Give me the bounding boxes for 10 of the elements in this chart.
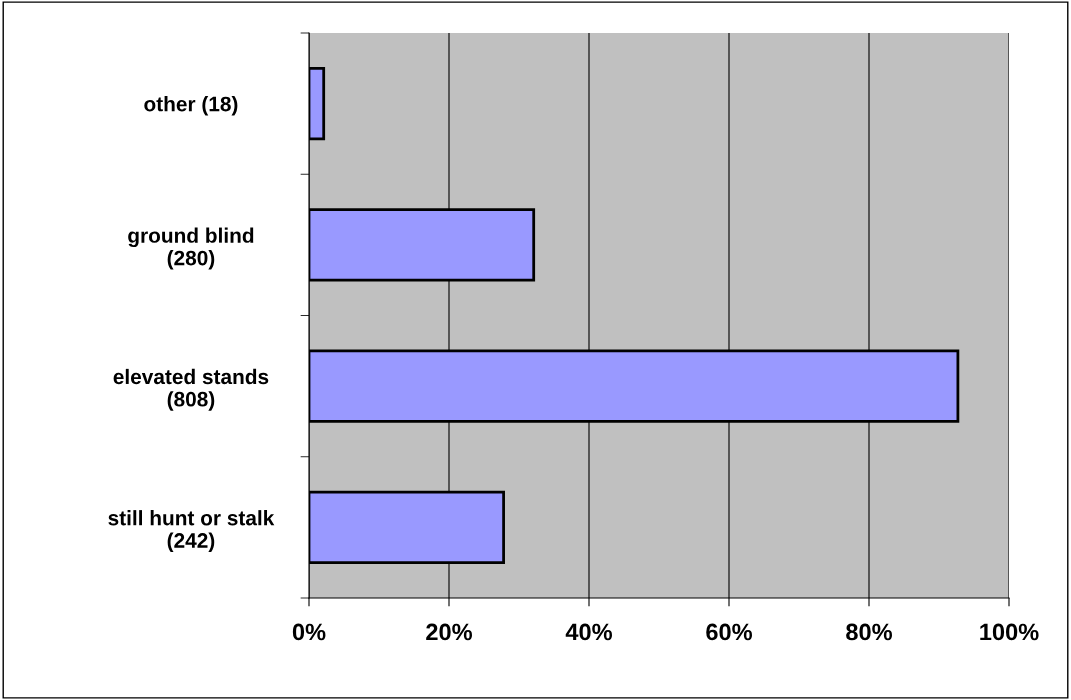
x-tick-label: 80%: [846, 623, 893, 641]
x-tick-label: 100%: [980, 623, 1039, 641]
x-tick-label: 40%: [565, 623, 613, 641]
y-tick-label: other (18): [144, 96, 238, 116]
x-tick-label: 60%: [706, 623, 753, 641]
y-tick-label: still hunt or stalk (242): [108, 510, 275, 552]
x-tick-label: 0%: [292, 623, 326, 641]
y-tick-label: ground blind (280): [128, 227, 254, 270]
x-tick-label: 20%: [426, 623, 473, 641]
y-tick-label: elevated stands (808): [113, 368, 269, 411]
